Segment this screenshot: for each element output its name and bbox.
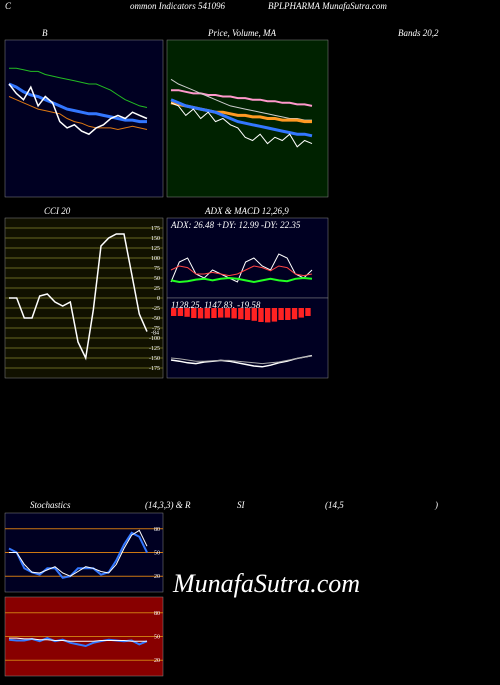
bar <box>238 308 244 320</box>
bar <box>251 308 257 321</box>
bar <box>291 308 298 320</box>
panel-title: B <box>42 28 48 38</box>
series-line <box>170 355 313 365</box>
y-tick-label: 75 <box>154 266 160 272</box>
bar <box>224 308 231 318</box>
bar <box>271 308 278 322</box>
series-line <box>171 89 313 107</box>
bar <box>177 308 184 316</box>
series-line <box>170 354 313 368</box>
header-site: BPLPHARMA MunafaSutra.com <box>268 1 387 11</box>
bar <box>204 308 210 319</box>
series-line <box>9 529 148 577</box>
watermark: MunafaSutra.com <box>172 569 360 598</box>
series-line <box>8 96 148 131</box>
y-tick-label: 80 <box>154 611 160 617</box>
y-tick-label: 175 <box>151 226 160 232</box>
series-line <box>170 78 312 121</box>
y-tick-label: -125 <box>149 346 160 352</box>
y-tick-label: 125 <box>151 246 160 252</box>
panel <box>166 39 329 198</box>
y-tick-label: 25 <box>154 286 160 292</box>
panel <box>4 39 164 198</box>
series-line <box>170 98 313 138</box>
panel-title: ) <box>434 500 438 510</box>
y-tick-label: -50 <box>152 316 160 322</box>
bar <box>191 308 197 318</box>
series-line <box>170 276 313 284</box>
y-tick-label: -100 <box>149 336 160 342</box>
bar <box>244 308 251 320</box>
bar <box>231 308 237 319</box>
y-tick-label: 100 <box>151 256 160 262</box>
y-tick-label: 20 <box>154 574 160 580</box>
header-c: C <box>5 1 12 11</box>
bar <box>211 308 217 318</box>
series-line <box>9 233 148 361</box>
panel <box>166 217 329 299</box>
series-line <box>170 265 313 277</box>
y-tick-label: 50 <box>154 551 160 557</box>
panel-title: Bands 20,2 <box>398 28 439 38</box>
y-tick-label: 80 <box>154 527 160 533</box>
y-tick-label: -75 <box>152 326 160 332</box>
y-tick-label: -150 <box>149 356 160 362</box>
panel-text: 1128.25, 1147.83, -19.58 <box>171 300 261 310</box>
bar <box>171 308 177 316</box>
panel-title: ADX & MACD 12,26,9 <box>204 206 289 216</box>
y-tick-label: -25 <box>152 306 160 312</box>
y-tick-label: 150 <box>151 236 160 242</box>
bar <box>285 308 291 320</box>
bar <box>197 308 204 319</box>
panel-title: Stochastics <box>30 500 71 510</box>
panel-title: SI <box>237 500 246 510</box>
panel-title: (14,3,3) & R <box>145 500 191 510</box>
series-line <box>170 102 313 148</box>
panel-text: ADX: 26.48 +DY: 12.99 -DY: 22.35 <box>170 220 301 230</box>
y-tick-label: -175 <box>149 366 160 372</box>
bar <box>305 308 311 316</box>
y-tick-label: 50 <box>154 635 160 641</box>
bar <box>278 308 284 320</box>
bar <box>298 308 304 318</box>
value-label: -84 <box>151 331 159 337</box>
panel-title: (14,5 <box>325 500 344 510</box>
panel-title: CCI 20 <box>44 206 71 216</box>
y-tick-label: 20 <box>154 658 160 664</box>
y-tick-label: 0 <box>157 296 160 302</box>
y-tick-label: 50 <box>154 276 160 282</box>
bar <box>184 308 190 317</box>
header-indicators: ommon Indicators 541096 <box>130 1 225 11</box>
series-line <box>9 67 148 108</box>
series-line <box>9 637 147 642</box>
series-line <box>8 82 147 124</box>
series-line <box>8 83 148 136</box>
bar <box>218 308 224 318</box>
bar <box>265 308 271 323</box>
bar <box>258 308 264 322</box>
panel-title: Price, Volume, MA <box>207 28 276 38</box>
